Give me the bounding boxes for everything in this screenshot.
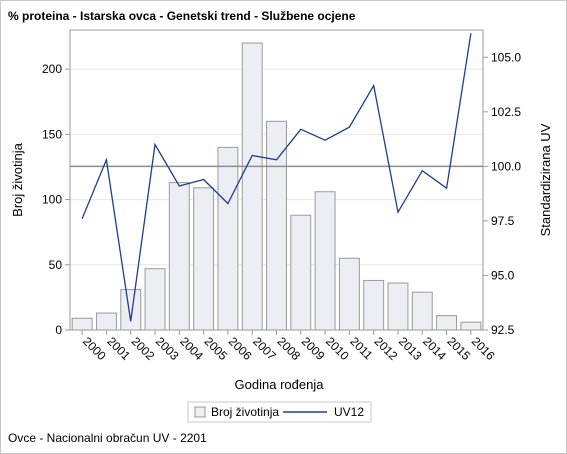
left-tick-label: 0: [55, 323, 62, 337]
x-tick-label: 2006: [226, 334, 255, 363]
x-tick-label: 2015: [444, 334, 473, 363]
x-tick-label: 2011: [347, 334, 375, 362]
uv12-line-series: [81, 33, 472, 322]
legend-line-label: UV12: [334, 405, 364, 419]
bar-series: [71, 42, 482, 331]
x-tick-label: 2012: [372, 334, 401, 363]
legend-bar-label: Broj životinja: [211, 405, 279, 419]
bar-2011: [338, 257, 360, 331]
x-tick-label: 2005: [201, 334, 230, 363]
x-tick-label: 2000: [80, 334, 109, 363]
bar-2014: [411, 291, 433, 331]
left-axis-ticks: 0 50 100 150 200: [42, 62, 70, 337]
bar-2009: [290, 214, 312, 331]
x-tick-label: 2010: [323, 334, 352, 363]
x-tick-label: 2002: [129, 334, 158, 363]
x-tick-label: 2004: [177, 334, 206, 363]
left-tick-label: 150: [42, 127, 62, 141]
left-tick-label: 50: [49, 258, 63, 272]
legend-box: [187, 401, 372, 423]
legend-bar-swatch: [194, 406, 206, 418]
bar-2000: [71, 317, 93, 331]
x-tick-label: 2001: [104, 334, 133, 363]
right-tick-label: 105.0: [491, 50, 521, 64]
right-tick-label: 102.5: [491, 105, 521, 119]
x-tick-label: 2007: [250, 334, 279, 363]
right-tick-label: 95.0: [491, 268, 515, 282]
bar-2008: [266, 120, 287, 331]
bar-2004: [168, 182, 190, 331]
right-tick-label: 92.5: [491, 323, 515, 337]
bar-2013: [387, 282, 409, 331]
x-tick-label: 2014: [420, 334, 449, 363]
x-tick-label: 2016: [469, 334, 498, 363]
x-axis-label: Godina rođenja: [235, 377, 325, 392]
bar-2003: [144, 268, 166, 331]
left-tick-label: 200: [42, 62, 62, 76]
bar-2016: [460, 321, 482, 331]
y2-axis-label: Standardizirana UV: [538, 123, 553, 236]
bar-2007: [241, 42, 263, 331]
x-axis-ticks: 2000200120022003200420052006200720082009…: [80, 330, 498, 363]
x-tick-label: 2009: [299, 334, 328, 363]
bar-2006: [217, 146, 239, 331]
y-axis-label: Broj životinja: [10, 142, 25, 216]
x-tick-label: 2013: [396, 334, 425, 363]
x-tick-label: 2003: [153, 334, 182, 363]
bar-2015: [436, 315, 458, 331]
right-tick-label: 100.0: [491, 159, 521, 173]
bar-2001: [95, 312, 117, 331]
bar-2010: [314, 191, 336, 331]
bar-2005: [193, 187, 215, 331]
uv12-line: [81, 33, 472, 322]
right-axis-ticks: 92.5 95.0 97.5 100.0 102.5 105.0: [483, 50, 521, 337]
left-tick-label: 100: [42, 193, 62, 207]
footnote: Ovce - Nacionalni obračun UV - 2201: [8, 431, 207, 445]
x-tick-label: 2008: [274, 334, 303, 363]
chart-title: % proteina - Istarska ovca - Genetski tr…: [8, 9, 356, 23]
bar-2002: [120, 289, 142, 331]
bar-2012: [363, 279, 385, 331]
right-tick-label: 97.5: [491, 214, 515, 228]
